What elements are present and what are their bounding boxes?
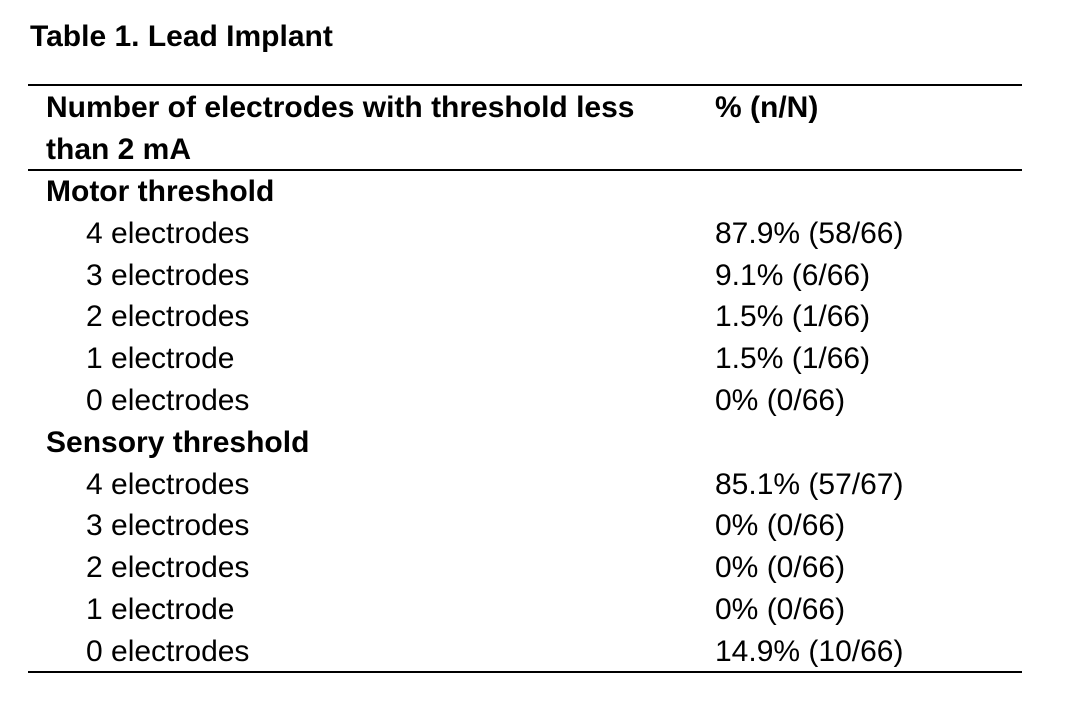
table-title: Table 1. Lead Implant (30, 20, 333, 53)
top-rule (28, 84, 1022, 86)
row-value: 0% (0/66) (715, 593, 846, 626)
row-label: 0 electrodes (86, 384, 250, 417)
row-label: 4 electrodes (86, 216, 250, 250)
section-title: Sensory threshold (46, 425, 310, 459)
row-value: 0% (0/66) (715, 509, 846, 543)
row-label: 2 electrodes (86, 551, 250, 585)
row-value: 9.1% (6/66) (715, 258, 871, 292)
row-label: 1 electrode (86, 593, 235, 626)
row-value: 1.5% (1/66) (715, 300, 871, 334)
row-value: 85.1% (57/67) (715, 467, 904, 501)
row-label: 3 electrodes (86, 509, 250, 543)
section-title: Motor threshold (46, 175, 275, 208)
row-label: 4 electrodes (86, 467, 250, 501)
row-value: 1.5% (1/66) (715, 342, 871, 376)
row-label: 2 electrodes (86, 300, 250, 334)
row-label: 0 electrodes (86, 634, 250, 668)
row-label: 1 electrode (86, 342, 235, 376)
bottom-rule (28, 671, 1022, 673)
row-value: 14.9% (10/66) (715, 634, 904, 668)
row-value: 87.9% (58/66) (715, 216, 904, 250)
row-value: 0% (0/66) (715, 551, 846, 585)
header-cell: Number of electrodes with threshold less… (46, 91, 635, 166)
row-value: 0% (0/66) (715, 384, 846, 417)
row-label: 3 electrodes (86, 258, 250, 292)
header-cell: % (n/N) (715, 91, 819, 124)
header-rule (28, 169, 1022, 171)
